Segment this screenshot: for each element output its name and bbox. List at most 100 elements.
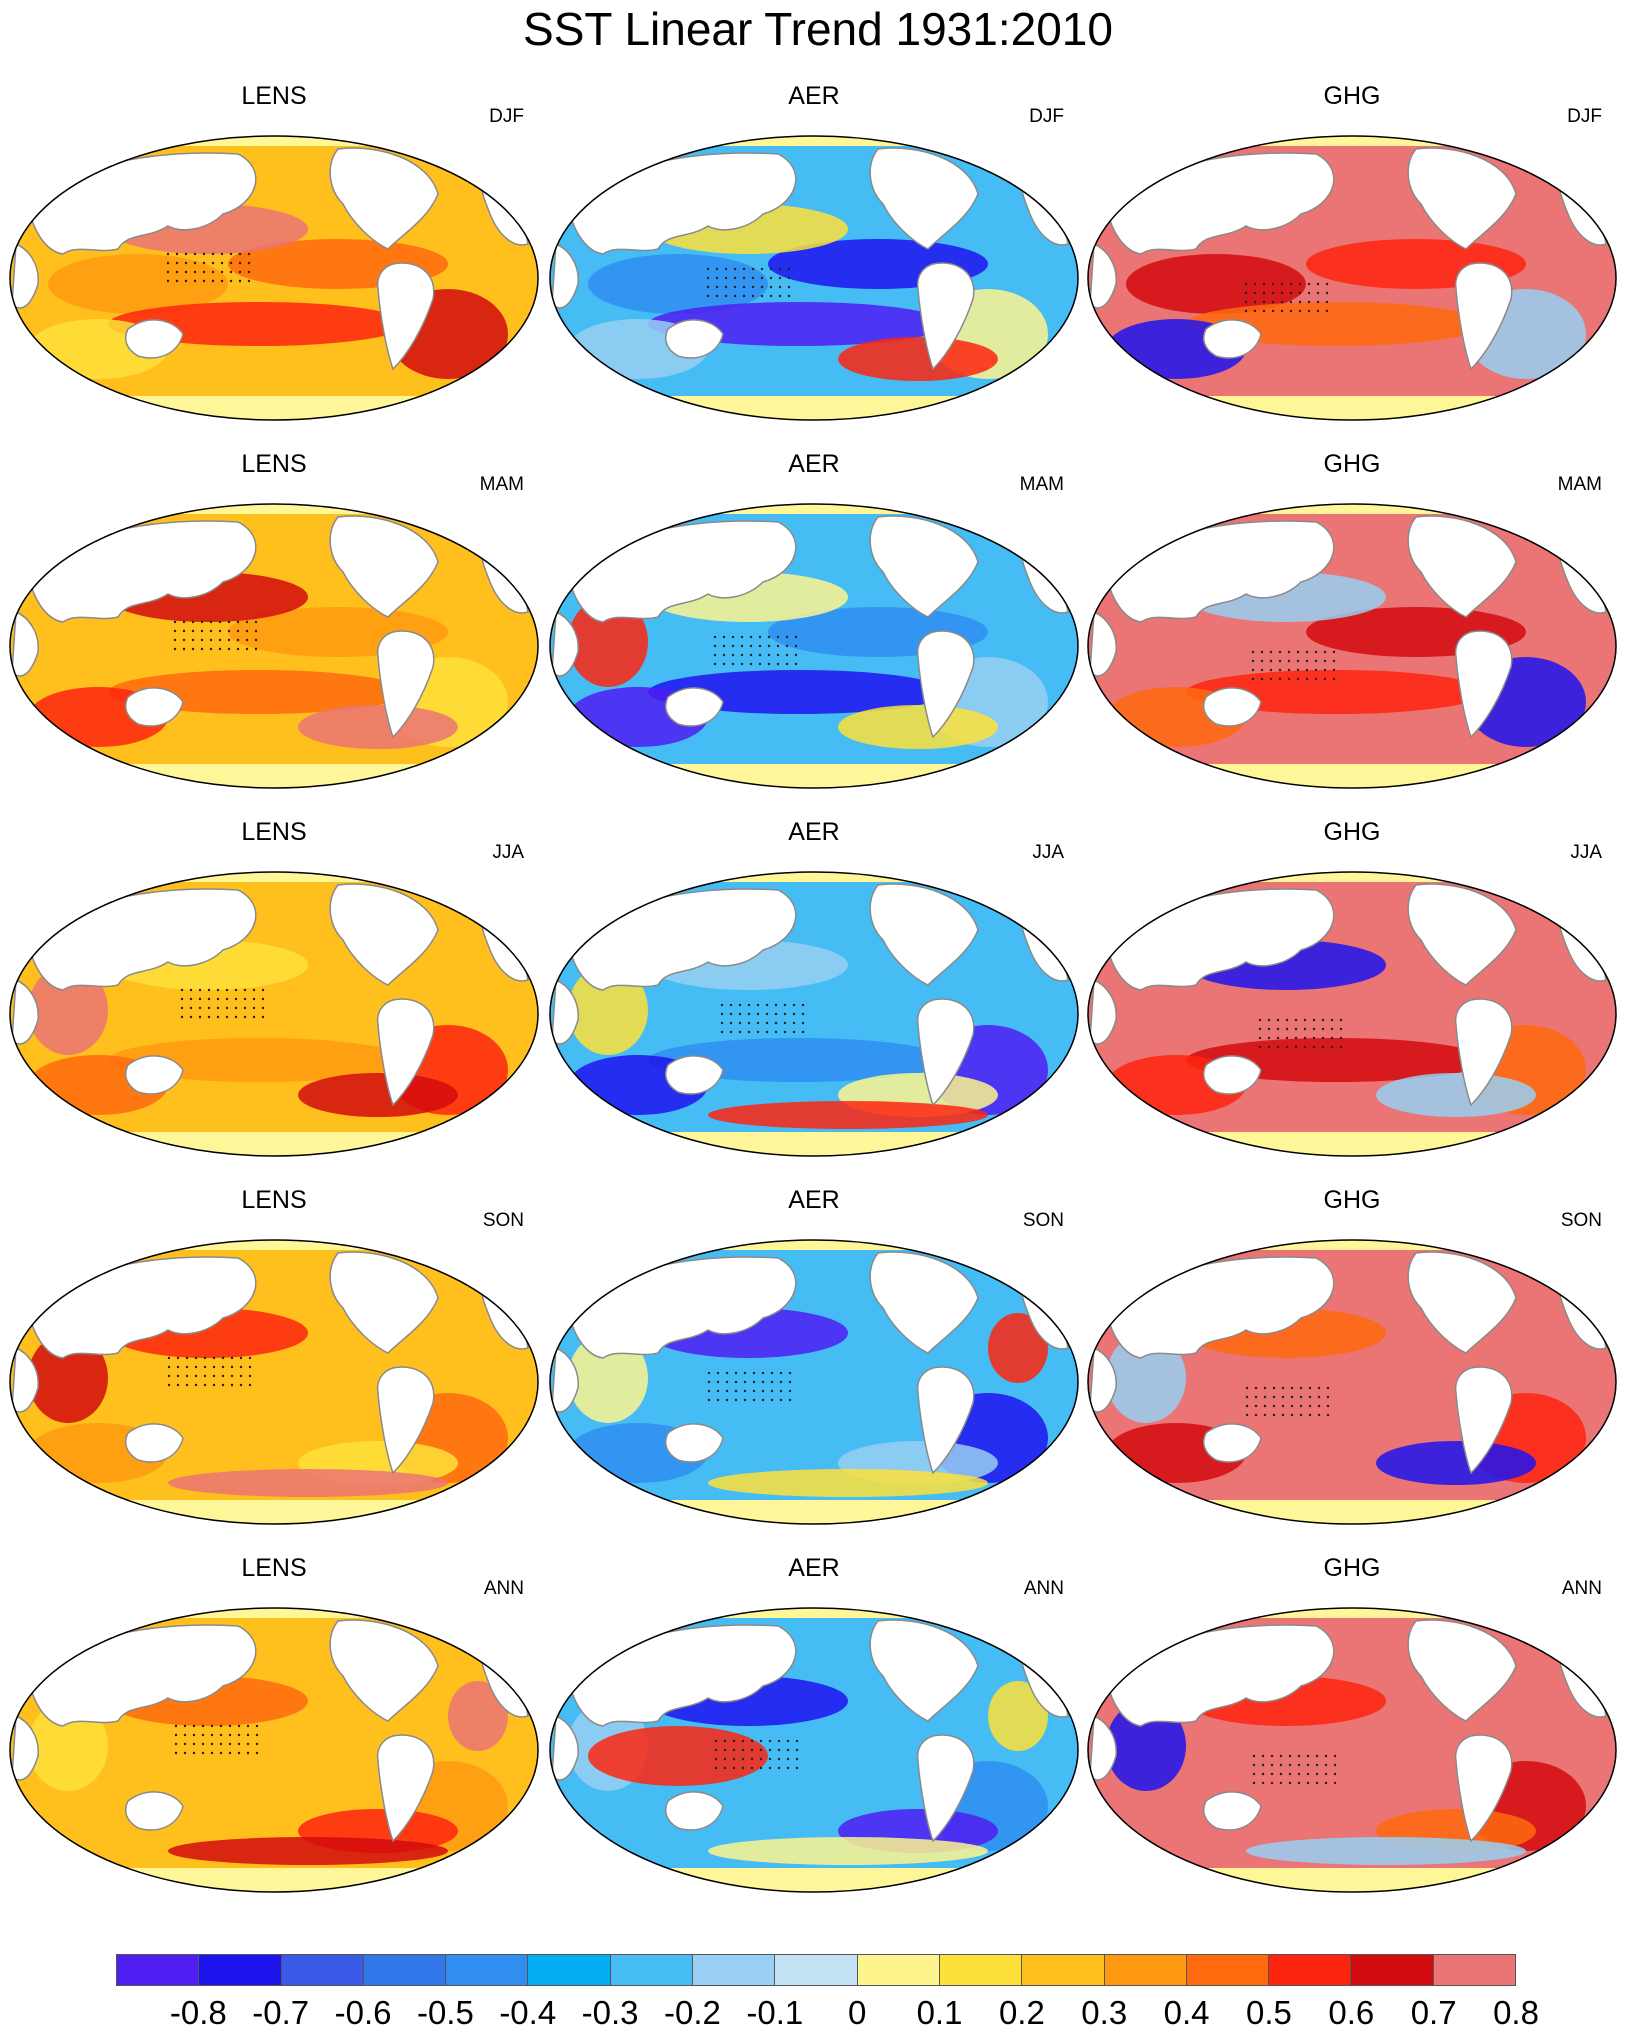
significance-stipple bbox=[747, 1012, 751, 1016]
map-panel-ghg-ann: GHG ANN bbox=[1086, 1554, 1618, 1894]
panel-season-label: JJA bbox=[1570, 842, 1602, 863]
significance-stipple bbox=[1314, 668, 1318, 672]
significance-stipple bbox=[794, 644, 798, 648]
map-panel-ghg-mam: GHG MAM bbox=[1086, 450, 1618, 790]
significance-stipple bbox=[767, 662, 771, 666]
significance-stipple bbox=[774, 1012, 778, 1016]
significance-stipple bbox=[176, 1365, 180, 1369]
significance-stipple bbox=[1263, 1413, 1267, 1417]
significance-stipple bbox=[173, 638, 177, 642]
significance-stipple bbox=[1316, 282, 1320, 286]
significance-stipple bbox=[1279, 1763, 1283, 1767]
significance-stipple bbox=[714, 1748, 718, 1752]
continent-landmass bbox=[11, 1714, 39, 1781]
significance-stipple bbox=[212, 1383, 216, 1387]
colorbar-tick-label: 0.1 bbox=[916, 1994, 963, 2031]
significance-stipple bbox=[751, 294, 755, 298]
colorbar-box bbox=[775, 1955, 858, 1985]
significance-stipple bbox=[1288, 1754, 1292, 1758]
significance-stipple bbox=[1281, 1404, 1285, 1408]
significance-stipple bbox=[770, 1389, 774, 1393]
significance-stipple bbox=[724, 285, 728, 289]
significance-stipple bbox=[733, 267, 737, 271]
significance-stipple bbox=[225, 988, 229, 992]
significance-stipple bbox=[219, 1751, 223, 1755]
significance-stipple bbox=[229, 261, 233, 265]
significance-stipple bbox=[219, 1724, 223, 1728]
significance-stipple bbox=[795, 1748, 799, 1752]
significance-stipple bbox=[1290, 1395, 1294, 1399]
trend-contour-patch bbox=[28, 1333, 108, 1423]
significance-stipple bbox=[732, 1748, 736, 1752]
significance-stipple bbox=[183, 1724, 187, 1728]
map-panel-aer-jja: AER JJA bbox=[548, 818, 1080, 1158]
significance-stipple bbox=[1260, 668, 1264, 672]
significance-stipple bbox=[210, 1751, 214, 1755]
significance-stipple bbox=[1281, 1386, 1285, 1390]
significance-stipple bbox=[767, 644, 771, 648]
significance-stipple bbox=[1251, 668, 1255, 672]
significance-stipple bbox=[729, 1021, 733, 1025]
significance-stipple bbox=[741, 1739, 745, 1743]
significance-stipple bbox=[747, 1003, 751, 1007]
significance-stipple bbox=[1325, 291, 1329, 295]
significance-stipple bbox=[243, 997, 247, 1001]
significance-stipple bbox=[758, 653, 762, 657]
significance-stipple bbox=[1321, 1045, 1325, 1049]
antarctica-landmass bbox=[1088, 1500, 1616, 1524]
significance-stipple bbox=[1332, 659, 1336, 663]
colorbar-tick-label: 0.4 bbox=[1163, 1994, 1210, 2031]
panel-season-label: ANN bbox=[1023, 1578, 1064, 1599]
significance-stipple bbox=[252, 1006, 256, 1010]
trend-contour-patch bbox=[1106, 1701, 1186, 1791]
significance-stipple bbox=[1270, 1772, 1274, 1776]
significance-stipple bbox=[715, 267, 719, 271]
significance-stipple bbox=[707, 1380, 711, 1384]
trend-contour-patch bbox=[1106, 1333, 1186, 1423]
significance-stipple bbox=[769, 267, 773, 271]
significance-stipple bbox=[1278, 677, 1282, 681]
significance-stipple bbox=[202, 261, 206, 265]
continent-landmass bbox=[551, 1714, 579, 1781]
significance-stipple bbox=[1316, 300, 1320, 304]
significance-stipple bbox=[185, 1374, 189, 1378]
significance-stipple bbox=[759, 1757, 763, 1761]
significance-stipple bbox=[734, 1398, 738, 1402]
significance-stipple bbox=[750, 1748, 754, 1752]
significance-stipple bbox=[747, 1030, 751, 1034]
significance-stipple bbox=[741, 1748, 745, 1752]
significance-stipple bbox=[777, 1748, 781, 1752]
significance-stipple bbox=[774, 1030, 778, 1034]
colorbar bbox=[116, 1954, 1516, 1986]
continent-landmass bbox=[125, 1423, 184, 1463]
significance-stipple bbox=[200, 620, 204, 624]
significance-stipple bbox=[1294, 1018, 1298, 1022]
significance-stipple bbox=[230, 1374, 234, 1378]
significance-stipple bbox=[786, 1739, 790, 1743]
significance-stipple bbox=[1308, 1413, 1312, 1417]
significance-stipple bbox=[761, 1371, 765, 1375]
significance-stipple bbox=[714, 1757, 718, 1761]
significance-stipple bbox=[1297, 1781, 1301, 1785]
significance-stipple bbox=[731, 635, 735, 639]
significance-stipple bbox=[246, 1742, 250, 1746]
significance-stipple bbox=[761, 1380, 765, 1384]
significance-stipple bbox=[1299, 1413, 1303, 1417]
trend-contour-patch bbox=[568, 597, 648, 687]
significance-stipple bbox=[743, 1389, 747, 1393]
significance-stipple bbox=[792, 1030, 796, 1034]
significance-stipple bbox=[225, 1015, 229, 1019]
continent-landmass bbox=[1407, 1619, 1517, 1722]
continent-landmass bbox=[916, 998, 975, 1107]
trend-contour-patch bbox=[1246, 1837, 1526, 1865]
significance-stipple bbox=[740, 653, 744, 657]
significance-stipple bbox=[166, 279, 170, 283]
significance-stipple bbox=[750, 1766, 754, 1770]
trend-contour-patch bbox=[28, 1701, 108, 1791]
significance-stipple bbox=[779, 1398, 783, 1402]
colorbar-box bbox=[199, 1955, 282, 1985]
significance-stipple bbox=[203, 1365, 207, 1369]
significance-stipple bbox=[720, 1030, 724, 1034]
significance-stipple bbox=[174, 1751, 178, 1755]
continent-landmass bbox=[376, 630, 435, 739]
